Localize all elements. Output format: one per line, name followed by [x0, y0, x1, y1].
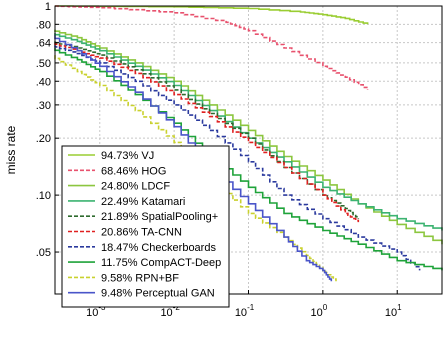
legend: 94.73% VJ 68.46% HOG 24.80% LDCF 22.49% Kat… — [61, 145, 230, 308]
series-line — [55, 5, 369, 90]
series-line — [54, 42, 360, 223]
y-tick-label: .05 — [36, 247, 51, 259]
y-axis-label: miss rate — [4, 125, 18, 174]
legend-label: 9.58% RPN+BF — [101, 272, 179, 284]
legend-label: 20.86% TA-CNN — [101, 227, 182, 239]
y-tick-label: .80 — [36, 19, 51, 31]
x-tick-label: 100 — [311, 303, 328, 319]
legend-label: 22.49% Katamari — [101, 196, 185, 208]
legend-box — [61, 145, 230, 308]
x-tick-label: 10-1 — [235, 303, 255, 319]
y-tick-label: .20 — [36, 133, 51, 145]
y-tick-label: 1 — [45, 1, 51, 13]
series-line — [54, 45, 421, 271]
legend-label: 11.75% CompACT-Deep — [101, 257, 221, 269]
legend-label: 94.73% VJ — [101, 150, 154, 162]
grid — [55, 5, 442, 294]
x-tick-label: 101 — [385, 303, 402, 319]
legend-label: 9.48% Perceptual GAN — [101, 288, 215, 300]
legend-label: 21.89% SpatialPooling+ — [101, 211, 218, 223]
legend-label: 68.46% HOG — [101, 165, 166, 177]
series-line — [55, 5, 369, 25]
legend-label: 18.47% Checkerboards — [101, 242, 216, 254]
legend-label: 24.80% LDCF — [101, 181, 170, 193]
y-tick-label: .50 — [36, 58, 51, 70]
y-tick-label: .64 — [36, 38, 51, 50]
series-line — [54, 48, 443, 271]
y-tick-label: .10 — [36, 190, 51, 202]
y-tick-label: .30 — [36, 100, 51, 112]
y-tick-label: .40 — [36, 76, 51, 88]
